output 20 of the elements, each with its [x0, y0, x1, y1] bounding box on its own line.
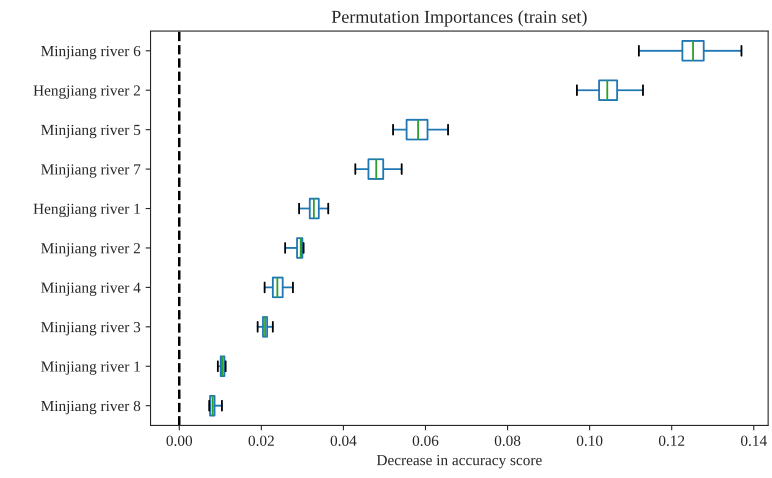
y-tick-label: Hengjiang river 1 [34, 204, 140, 218]
x-tick-label: 0.04 [330, 436, 357, 446]
x-tick-label: 0.14 [740, 436, 767, 446]
x-tick-label: 0.10 [576, 436, 602, 446]
x-tick-label: 0.02 [248, 436, 274, 446]
x-tick-label: 0.12 [658, 436, 684, 446]
y-tick-label: Hengjiang river 2 [34, 85, 140, 99]
x-tick-label: 0.00 [166, 436, 192, 446]
y-tick-label: Minjiang river 4 [41, 282, 141, 296]
chart-title: Permutation Importances (train set) [332, 10, 587, 27]
x-tick-label: 0.06 [412, 436, 438, 446]
x-tick-label: 0.08 [494, 436, 520, 446]
x-axis-title: Decrease in accuracy score [376, 454, 542, 468]
y-tick-label: Minjiang river 8 [41, 400, 140, 414]
y-tick-label: Minjiang river 5 [41, 124, 140, 138]
y-tick-label: Minjiang river 6 [41, 46, 140, 60]
y-tick-label: Minjiang river 1 [41, 361, 140, 375]
y-tick-label: Minjiang river 2 [41, 243, 140, 257]
y-tick-label: Minjiang river 7 [41, 164, 140, 178]
y-tick-label: Minjiang river 3 [41, 322, 140, 336]
